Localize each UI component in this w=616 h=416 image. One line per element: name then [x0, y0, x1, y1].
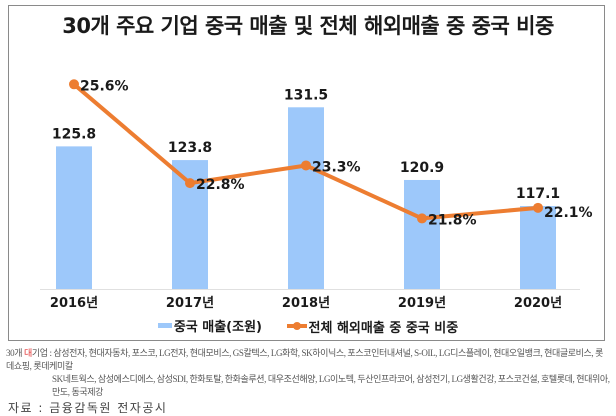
line-point-2017년: [185, 178, 195, 189]
line-value-label: 25.6%: [80, 78, 129, 94]
line-series: [69, 79, 543, 224]
line-value-labels: 25.6% 22.8% 23.3% 21.8% 22.1%: [80, 78, 593, 228]
legend: 중국 매출(조원) 전체 해외매출 중 중국 비중: [0, 316, 616, 336]
bar-value-label: 123.8: [168, 140, 212, 156]
bar-value-label: 131.5: [284, 87, 328, 103]
notes-area: 30개 대기업 : 삼성전자, 현대자동차, 포스코, LG전자, 현대모비스,…: [6, 347, 610, 416]
source-note: 자료 : 금융감독원 전자공시: [8, 401, 168, 415]
x-tick-label: 2020년: [514, 296, 562, 311]
chart-title: 30개 주요 기업 중국 매출 및 전체 해외매출 중 중국 비중: [62, 14, 554, 38]
line-point-2020년: [533, 202, 543, 213]
legend-label-line: 전체 해외매출 중 중국 비중: [308, 320, 459, 336]
line-point-2019년: [417, 213, 427, 224]
x-tick-label: 2017년: [166, 296, 214, 311]
line-value-label: 21.8%: [428, 212, 477, 228]
bar-value-label: 120.9: [400, 160, 444, 176]
bar-2020년: [520, 206, 556, 289]
legend-label-bar: 중국 매출(조원): [173, 320, 262, 335]
line-point-2018년: [301, 160, 311, 171]
footnote-line-2: SK네트웍스, 삼성에스디에스, 삼성SDI, 한화토탈, 한화솔루션, 대우조…: [6, 373, 610, 399]
footnote: 30개 대기업 : 삼성전자, 현대자동차, 포스코, LG전자, 현대모비스,…: [6, 347, 610, 399]
footnote-companies-1: 삼성전자, 현대자동차, 포스코, LG전자, 현대모비스, GS칼텍스, LG…: [6, 348, 604, 371]
line-value-label: 22.8%: [196, 177, 245, 193]
bar-value-label: 117.1: [516, 186, 560, 202]
legend-line-swatch-icon: [286, 322, 307, 330]
footnote-line-1: 30개 대기업 : 삼성전자, 현대자동차, 포스코, LG전자, 현대모비스,…: [6, 347, 610, 373]
footnote-highlight: 대: [23, 348, 32, 358]
chart-plot: 125.8 123.8 131.5 120.9 117.1 25.6% 22.8% 23.3…: [40, 78, 593, 311]
legend-bar-swatch-icon: [157, 323, 172, 328]
bar-2018년: [288, 107, 324, 290]
bar-2016년: [56, 146, 92, 289]
footnote-prefix: 30개: [6, 348, 24, 358]
bar-value-label: 125.8: [52, 126, 96, 142]
line-value-label: 22.1%: [544, 205, 593, 221]
legend-item-line: 전체 해외매출 중 중국 비중: [286, 317, 459, 336]
x-tick-label: 2018년: [282, 296, 330, 311]
bar-2019년: [404, 179, 440, 289]
x-tick-label: 2019년: [398, 296, 446, 311]
line-point-2016년: [69, 79, 79, 90]
legend-item-bar: 중국 매출(조원): [157, 316, 262, 335]
footnote-label: 기업 :: [31, 348, 54, 358]
line-value-label: 23.3%: [312, 159, 361, 175]
bar-value-labels: 125.8 123.8 131.5 120.9 117.1: [52, 87, 560, 202]
x-tick-labels: 2016년 2017년 2018년 2019년 2020년: [50, 296, 562, 311]
x-tick-label: 2016년: [50, 296, 98, 311]
footnote-companies-2: SK네트웍스, 삼성에스디에스, 삼성SDI, 한화토탈, 한화솔루션, 대우조…: [52, 374, 610, 397]
